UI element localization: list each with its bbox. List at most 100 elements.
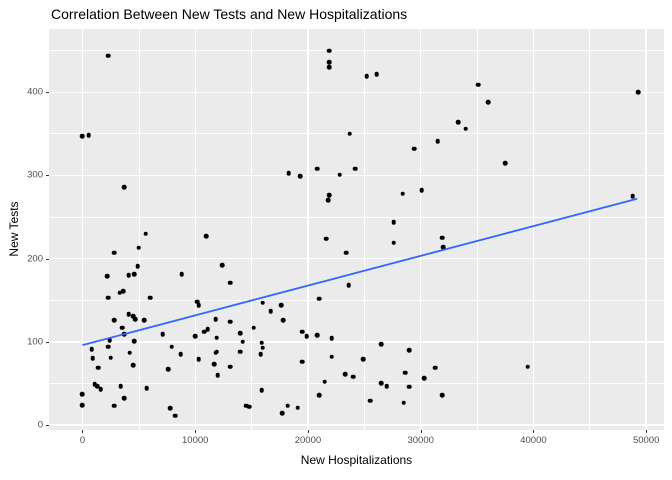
x-axis-tick-mark (82, 430, 84, 433)
data-point (259, 387, 265, 393)
data-point (142, 317, 147, 323)
data-point (525, 364, 531, 370)
data-point (192, 333, 198, 339)
data-point (337, 172, 342, 177)
y-axis-title: New Tests (7, 201, 21, 257)
data-point (106, 344, 111, 350)
data-point (240, 339, 245, 345)
data-point (132, 272, 137, 277)
gridline-minor-vertical (251, 29, 252, 430)
data-point (258, 351, 263, 357)
x-axis-tick-label: 0 (79, 435, 86, 446)
data-point (120, 288, 126, 294)
data-point (160, 332, 165, 337)
data-point (329, 354, 334, 360)
data-point (80, 391, 85, 397)
gridline-major-horizontal (49, 174, 664, 177)
data-point (121, 184, 127, 190)
data-point (314, 166, 320, 172)
data-point (196, 302, 201, 308)
data-point (329, 336, 334, 341)
data-point (111, 403, 117, 409)
data-point (295, 405, 301, 410)
data-point (342, 371, 348, 377)
data-point (278, 302, 284, 308)
data-point (440, 244, 446, 250)
data-point (227, 364, 233, 370)
plot-panel (49, 29, 664, 430)
x-axis-tick-mark (195, 430, 197, 433)
gridline-major-horizontal (49, 91, 664, 93)
x-axis-title: New Hospitalizations (300, 453, 413, 467)
data-point (327, 59, 332, 65)
data-point (286, 170, 292, 176)
data-point (353, 166, 358, 172)
data-point (168, 406, 173, 411)
data-point (297, 173, 303, 179)
gridline-major-vertical (532, 29, 535, 430)
data-point (130, 313, 136, 319)
y-axis-tick-mark (46, 92, 49, 94)
data-point (136, 245, 142, 251)
data-point (300, 359, 305, 365)
data-point (260, 345, 266, 350)
gridline-major-vertical (420, 29, 422, 430)
data-point (327, 193, 332, 198)
data-point (121, 396, 127, 401)
y-axis-tick-label: 400 (27, 86, 43, 98)
y-axis-tick-label: 0 (37, 419, 43, 431)
data-point (251, 325, 257, 330)
data-point (322, 379, 328, 385)
data-point (195, 299, 200, 305)
data-point (344, 250, 349, 256)
data-point (108, 355, 113, 360)
data-point (126, 272, 131, 278)
data-point (212, 361, 217, 367)
data-point (227, 319, 233, 325)
data-point (439, 392, 445, 398)
x-axis-tick-mark (420, 430, 422, 433)
data-point (215, 372, 221, 378)
data-point (179, 272, 184, 277)
data-point (104, 273, 110, 279)
data-point (86, 133, 92, 138)
data-point (285, 403, 290, 409)
data-point (391, 219, 396, 225)
data-point (118, 383, 124, 389)
data-point (219, 262, 225, 268)
x-axis-tick-label: 20000 (294, 435, 322, 446)
data-point (378, 342, 384, 347)
data-point (502, 160, 508, 166)
data-point (304, 333, 310, 339)
gridline-minor-horizontal (49, 299, 664, 301)
data-point (106, 295, 111, 301)
gridline-major-vertical (645, 29, 647, 430)
data-point (463, 126, 469, 132)
data-point (111, 250, 117, 256)
data-point (106, 53, 111, 58)
data-point (346, 282, 351, 288)
data-point (374, 71, 380, 77)
data-point (402, 370, 408, 375)
data-point (280, 317, 286, 323)
x-axis-tick-label: 30000 (407, 435, 434, 446)
data-point (327, 64, 332, 70)
y-axis-tick-mark (46, 425, 49, 426)
data-point (201, 329, 207, 335)
x-axis-tick-mark (307, 430, 309, 433)
data-point (107, 337, 112, 343)
gridline-major-horizontal (49, 341, 664, 343)
x-axis-tick-mark (646, 430, 648, 433)
data-point (119, 325, 125, 330)
data-point (196, 356, 201, 362)
gridline-minor-horizontal (49, 216, 664, 218)
x-axis-tick-label: 50000 (632, 435, 660, 446)
data-point (635, 89, 641, 95)
data-point (111, 317, 117, 323)
data-point (98, 386, 103, 392)
data-point (238, 331, 243, 336)
gridline-major-vertical (307, 29, 309, 430)
gridline-minor-horizontal (49, 133, 664, 135)
data-point (127, 350, 133, 355)
